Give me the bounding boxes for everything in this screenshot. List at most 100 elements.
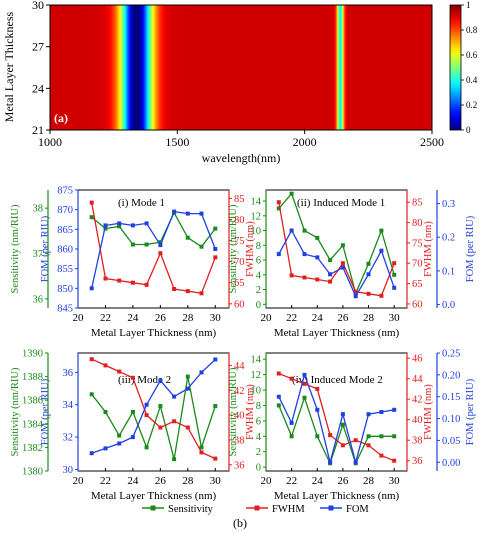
data-point-sensitivity (289, 434, 294, 439)
data-point-fom (103, 446, 108, 451)
y-axis-label: FWHM (nm) (423, 221, 434, 277)
y-axis-label: FOM (per RIU) (40, 215, 51, 282)
heatmap-panel-label: (a) (54, 111, 68, 125)
legend-marker (150, 505, 156, 511)
data-point-fom (185, 211, 190, 216)
y-tick-label: 1388 (22, 372, 43, 383)
x-tick-label: 28 (182, 475, 194, 487)
legend-label: Sensitivity (168, 504, 214, 515)
data-point-sensitivity (172, 457, 177, 462)
y-tick-label: 60 (234, 299, 245, 310)
data-point-sensitivity (199, 445, 204, 450)
heatmap-x-axis-label: wavelength(nm) (202, 151, 281, 165)
series-line-fwhm (91, 358, 216, 460)
y-tick-label: 0.10 (442, 414, 460, 425)
x-tick-label: 24 (127, 312, 139, 324)
data-point-fwhm (130, 280, 135, 285)
data-point-sensitivity (213, 226, 218, 231)
data-point-fwhm (158, 425, 163, 430)
y-tick-label: 75 (412, 238, 423, 249)
x-tick-label: 22 (100, 475, 111, 487)
series-line-sensitivity (278, 192, 395, 296)
data-point-fom (130, 223, 135, 228)
data-point-fwhm (144, 282, 149, 287)
data-point-fom (199, 211, 204, 216)
data-point-fwhm (392, 261, 397, 266)
plot-frame (265, 352, 408, 472)
y-tick-label: 44 (234, 361, 245, 372)
data-point-fwhm (199, 291, 204, 296)
heatmap-field (49, 4, 433, 131)
colorbar-tick-label: 0 (466, 125, 471, 135)
heatmap-y-tick-label: 27 (32, 40, 44, 54)
data-point-fom (144, 402, 149, 407)
data-point-fwhm (315, 386, 320, 391)
data-point-fwhm (379, 293, 384, 298)
y-tick-label: 12 (251, 211, 262, 222)
y-tick-label: 36 (234, 460, 245, 471)
data-point-sensitivity (144, 445, 149, 450)
y-tick-label: 0.00 (442, 458, 460, 469)
heatmap-x-tick-label: 1000 (38, 135, 62, 149)
x-tick-label: 26 (155, 475, 167, 487)
y-tick-label: 8 (256, 401, 261, 412)
x-tick-label: 22 (100, 312, 111, 324)
data-point-sensitivity (302, 395, 307, 400)
data-point-fwhm (353, 438, 358, 443)
y-tick-label: 0.25 (442, 349, 460, 360)
y-tick-label: 0.1 (442, 266, 455, 277)
y-tick-label: 32 (63, 433, 74, 444)
colorbar-tick-label: 0.8 (466, 25, 478, 35)
plot-frame (77, 352, 230, 472)
y-tick-label: 1390 (22, 349, 43, 360)
data-point-fom (315, 255, 320, 260)
y-tick-label: 0.05 (442, 436, 460, 447)
data-point-sensitivity (89, 215, 94, 220)
data-point-fwhm (89, 200, 94, 205)
x-tick-label: 30 (210, 475, 222, 487)
y-tick-label: 0.3 (442, 199, 455, 210)
x-tick-label: 28 (363, 475, 375, 487)
y-tick-label: 0.15 (442, 392, 460, 403)
data-point-sensitivity (213, 404, 218, 409)
y-tick-label: 0.20 (442, 370, 460, 381)
y-tick-label: 40 (412, 415, 423, 426)
data-point-sensitivity (158, 404, 163, 409)
heatmap-y-tick-label: 21 (32, 123, 44, 137)
y-tick-label: 6 (256, 416, 261, 427)
y-tick-label: 85 (234, 194, 245, 205)
legend-label: FOM (346, 504, 369, 515)
x-axis-label: Metal Layer Thickness (nm) (274, 327, 400, 339)
y-axis-label: FOM (per RIU) (40, 378, 51, 445)
data-point-sensitivity (302, 228, 307, 233)
data-point-fwhm (103, 363, 108, 368)
data-point-fom (117, 441, 122, 446)
series-line-fom (91, 359, 216, 454)
data-point-fwhm (185, 289, 190, 294)
x-tick-label: 22 (286, 312, 297, 324)
y-tick-label: 14 (251, 197, 262, 208)
data-point-fom (340, 412, 345, 417)
data-point-fwhm (276, 200, 281, 205)
data-point-fom (144, 221, 149, 226)
data-point-fom (199, 370, 204, 375)
data-point-fom (158, 378, 163, 383)
heatmap-x-ticks: 1000 1500 2000 2500 (38, 130, 444, 149)
y-tick-label: 40 (234, 411, 245, 422)
y-tick-label: 38 (234, 435, 245, 446)
x-tick-label: 30 (389, 475, 401, 487)
data-point-fom (130, 435, 135, 440)
x-tick-label: 30 (210, 312, 222, 324)
data-point-fom (117, 221, 122, 226)
y-tick-label: 42 (234, 386, 245, 397)
data-point-fom (103, 223, 108, 228)
colorbar-ticks: 1 0.8 0.6 0.4 0.2 0 (461, 0, 478, 135)
data-point-fwhm (172, 287, 177, 291)
data-point-fwhm (340, 443, 345, 448)
figure-label: (b) (233, 516, 247, 530)
data-point-sensitivity (392, 272, 397, 277)
data-point-sensitivity (103, 226, 108, 231)
data-point-sensitivity (130, 410, 135, 414)
y-tick-label: 4 (256, 432, 262, 443)
